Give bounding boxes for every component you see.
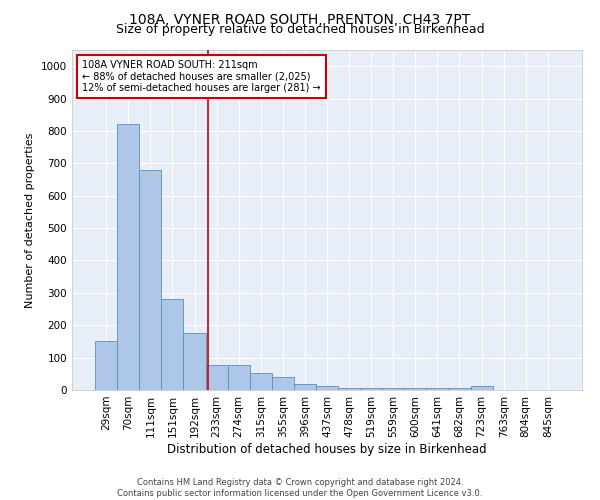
Bar <box>382 388 404 390</box>
Bar <box>294 384 316 390</box>
Bar <box>161 300 184 390</box>
Bar <box>227 364 250 390</box>
Bar <box>206 364 227 390</box>
Text: Size of property relative to detached houses in Birkenhead: Size of property relative to detached ho… <box>116 22 484 36</box>
Bar <box>470 386 493 390</box>
Text: Contains HM Land Registry data © Crown copyright and database right 2024.
Contai: Contains HM Land Registry data © Crown c… <box>118 478 482 498</box>
Bar <box>184 334 206 390</box>
Bar <box>448 388 470 390</box>
Bar <box>338 388 360 390</box>
Bar <box>117 124 139 390</box>
Bar <box>95 342 117 390</box>
X-axis label: Distribution of detached houses by size in Birkenhead: Distribution of detached houses by size … <box>167 442 487 456</box>
Bar <box>404 388 427 390</box>
Y-axis label: Number of detached properties: Number of detached properties <box>25 132 35 308</box>
Bar <box>360 388 382 390</box>
Bar <box>316 386 338 390</box>
Bar <box>250 373 272 390</box>
Bar <box>272 377 294 390</box>
Text: 108A, VYNER ROAD SOUTH, PRENTON, CH43 7PT: 108A, VYNER ROAD SOUTH, PRENTON, CH43 7P… <box>130 12 470 26</box>
Bar <box>427 388 448 390</box>
Bar <box>139 170 161 390</box>
Text: 108A VYNER ROAD SOUTH: 211sqm
← 88% of detached houses are smaller (2,025)
12% o: 108A VYNER ROAD SOUTH: 211sqm ← 88% of d… <box>82 60 321 94</box>
